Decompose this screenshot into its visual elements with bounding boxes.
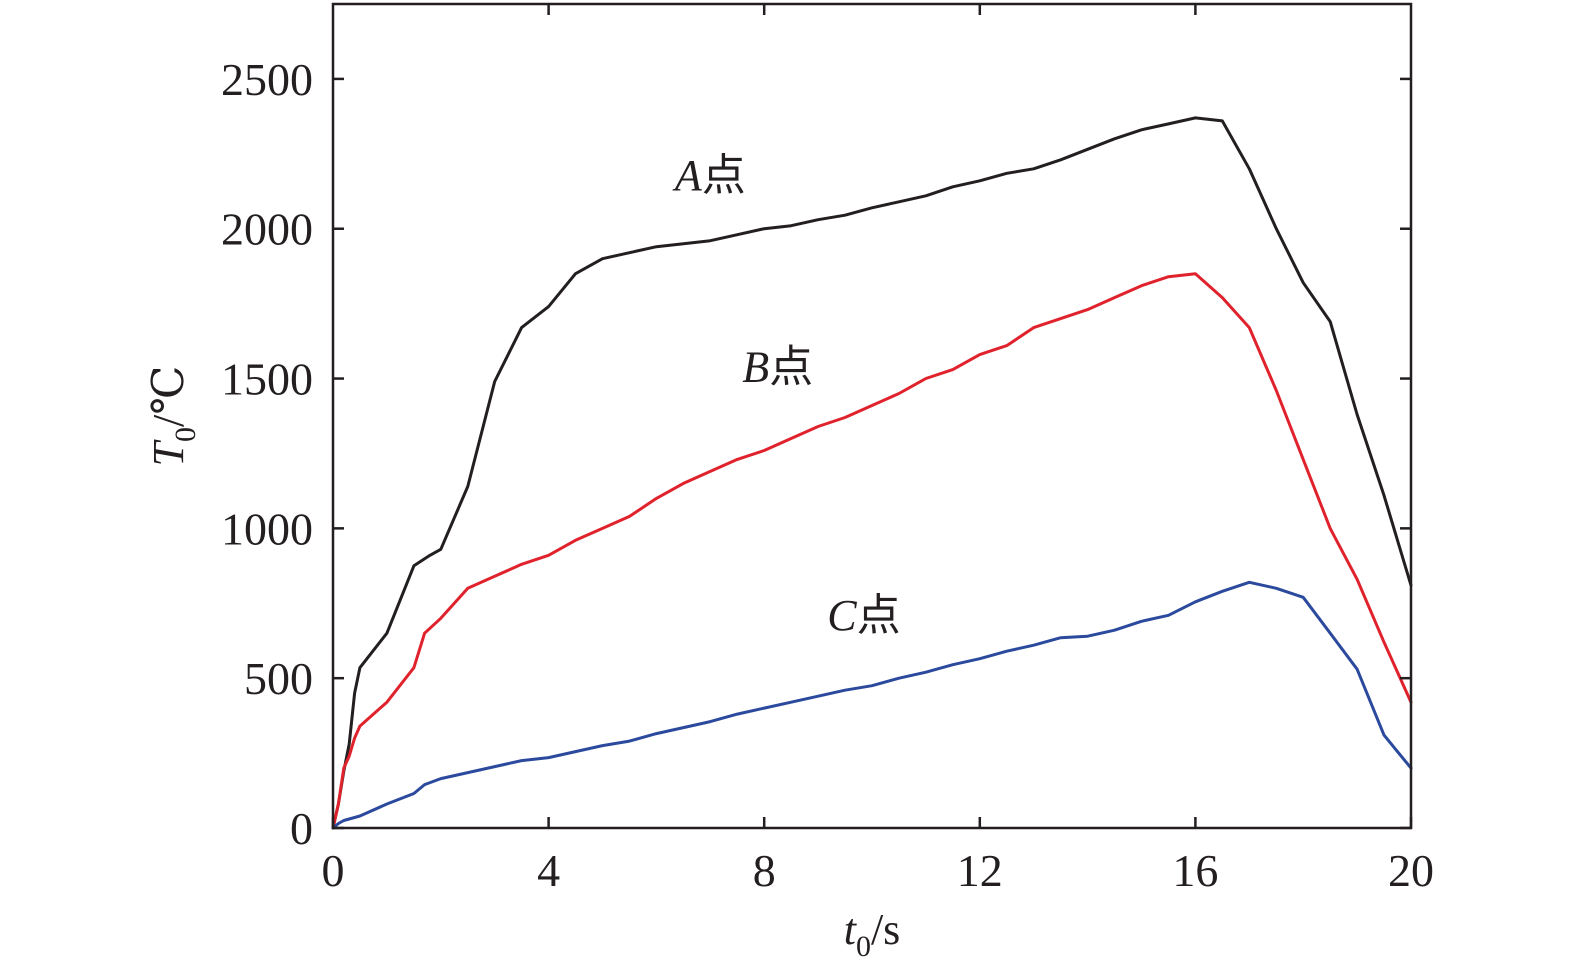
- series-label-c: C点: [827, 591, 900, 640]
- y-tick-label: 1000: [221, 503, 313, 554]
- x-tick-label: 0: [322, 845, 345, 896]
- series-label-b: B点: [742, 343, 813, 392]
- y-tick-label: 2500: [221, 54, 313, 105]
- y-tick-label: 0: [290, 803, 313, 854]
- x-tick-label: 20: [1388, 845, 1434, 896]
- x-axis-label: t0/s: [844, 905, 901, 963]
- x-tick-label: 4: [537, 845, 560, 896]
- series-label-layer: A点 B点 C点: [672, 151, 901, 640]
- series-layer: [331, 116, 1413, 830]
- x-tick-label: 12: [957, 845, 1003, 896]
- tick-layer: 0 4 8 12 16 20 0 500 1000 1500 2000 2500: [221, 4, 1434, 896]
- x-tick-label: 16: [1172, 845, 1218, 896]
- x-tick-label: 8: [753, 845, 776, 896]
- y-axis-label: T0/℃: [144, 366, 202, 467]
- series-label-a: A点: [672, 151, 746, 200]
- y-tick-label: 500: [244, 653, 313, 704]
- y-tick-label: 2000: [221, 204, 313, 255]
- y-tick-label: 1500: [221, 354, 313, 405]
- series-line-a: [331, 116, 1413, 830]
- plot-frame: [331, 2, 1413, 830]
- series-line-b: [331, 272, 1413, 830]
- series-line-c: [331, 580, 1413, 830]
